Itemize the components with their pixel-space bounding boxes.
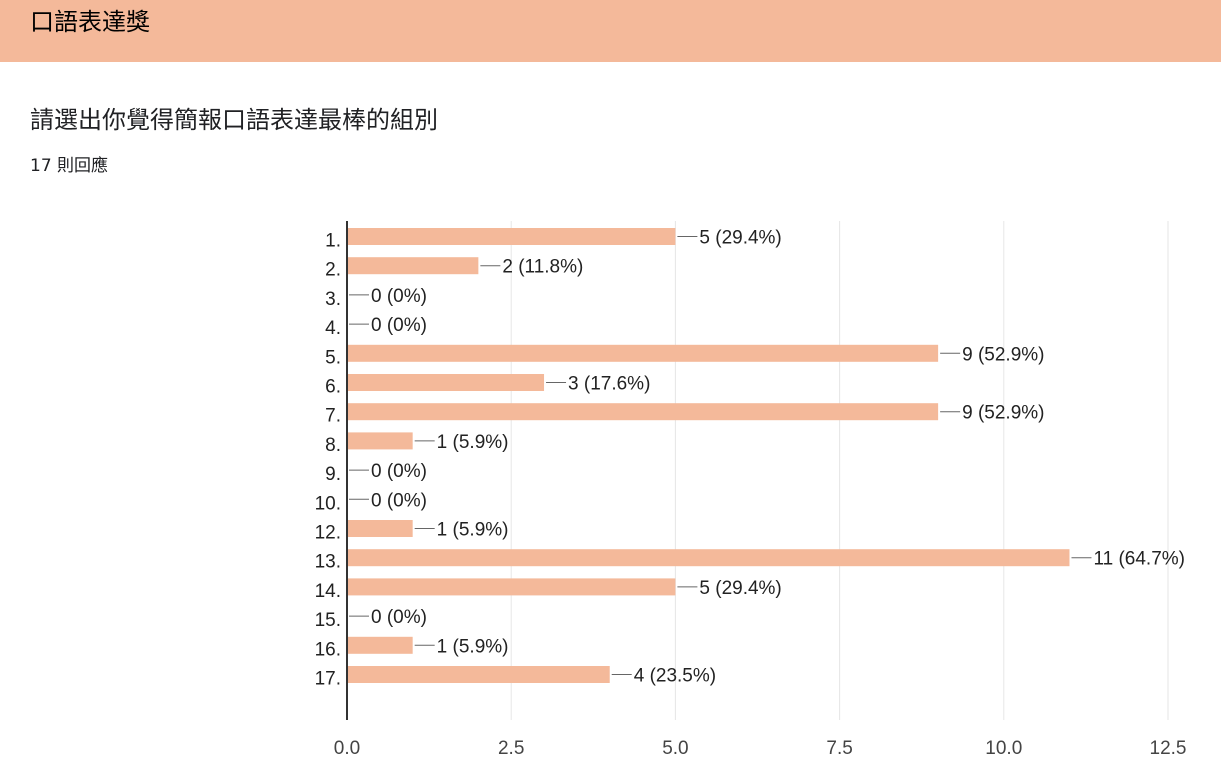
category-label: 14.	[315, 581, 341, 602]
category-label: 10.	[315, 493, 341, 514]
data-label: 3 (17.6%)	[568, 374, 650, 395]
data-label: 1 (5.9%)	[437, 636, 509, 657]
x-tick-label: 10.0	[985, 738, 1022, 759]
category-label: 12.	[315, 523, 341, 544]
bar	[348, 374, 545, 391]
bar	[348, 549, 1070, 567]
data-label: 9 (52.9%)	[962, 403, 1044, 424]
data-label: 0 (0%)	[371, 286, 427, 307]
data-label: 0 (0%)	[371, 315, 427, 336]
data-label: 5 (29.4%)	[699, 228, 781, 249]
bar	[348, 636, 413, 654]
bar	[348, 520, 413, 537]
data-label: 9 (52.9%)	[962, 344, 1044, 365]
category-label: 4.	[325, 318, 341, 339]
category-label: 6.	[325, 377, 341, 398]
x-tick-label: 12.5	[1150, 738, 1187, 759]
data-label: 2 (11.8%)	[502, 257, 583, 278]
data-label: 0 (0%)	[371, 490, 427, 511]
bar	[348, 666, 610, 683]
category-label: 3.	[325, 289, 341, 310]
bar	[348, 403, 939, 421]
data-label: 4 (23.5%)	[634, 666, 716, 687]
bar	[348, 344, 939, 362]
section-header-band: 口語表達獎	[0, 0, 1221, 62]
data-label: 0 (0%)	[371, 607, 427, 628]
bar	[348, 578, 676, 596]
x-tick-label: 2.5	[498, 738, 524, 759]
category-label: 7.	[325, 406, 341, 427]
category-label: 16.	[315, 639, 341, 660]
data-label: 1 (5.9%)	[437, 432, 509, 453]
category-label: 17.	[315, 669, 341, 690]
question-title: 請選出你覺得簡報口語表達最棒的組別	[30, 106, 438, 134]
x-tick-label: 0.0	[334, 738, 360, 759]
category-label: 8.	[325, 435, 341, 456]
bar	[348, 228, 676, 245]
x-tick-label: 5.0	[662, 738, 688, 759]
bar	[348, 257, 479, 275]
data-label: 5 (29.4%)	[699, 578, 781, 599]
data-label: 0 (0%)	[371, 461, 427, 482]
category-label: 5.	[325, 347, 341, 368]
x-tick-label: 7.5	[826, 738, 852, 759]
category-label: 2.	[325, 260, 341, 281]
category-label: 1.	[325, 231, 341, 252]
data-label: 11 (64.7%)	[1093, 549, 1185, 570]
data-label: 1 (5.9%)	[437, 520, 509, 541]
category-label: 13.	[315, 552, 341, 573]
category-label: 9.	[325, 464, 341, 485]
category-label: 15.	[315, 610, 341, 631]
section-title: 口語表達獎	[30, 8, 150, 36]
bar	[348, 432, 413, 450]
response-count: 17 則回應	[30, 156, 109, 176]
